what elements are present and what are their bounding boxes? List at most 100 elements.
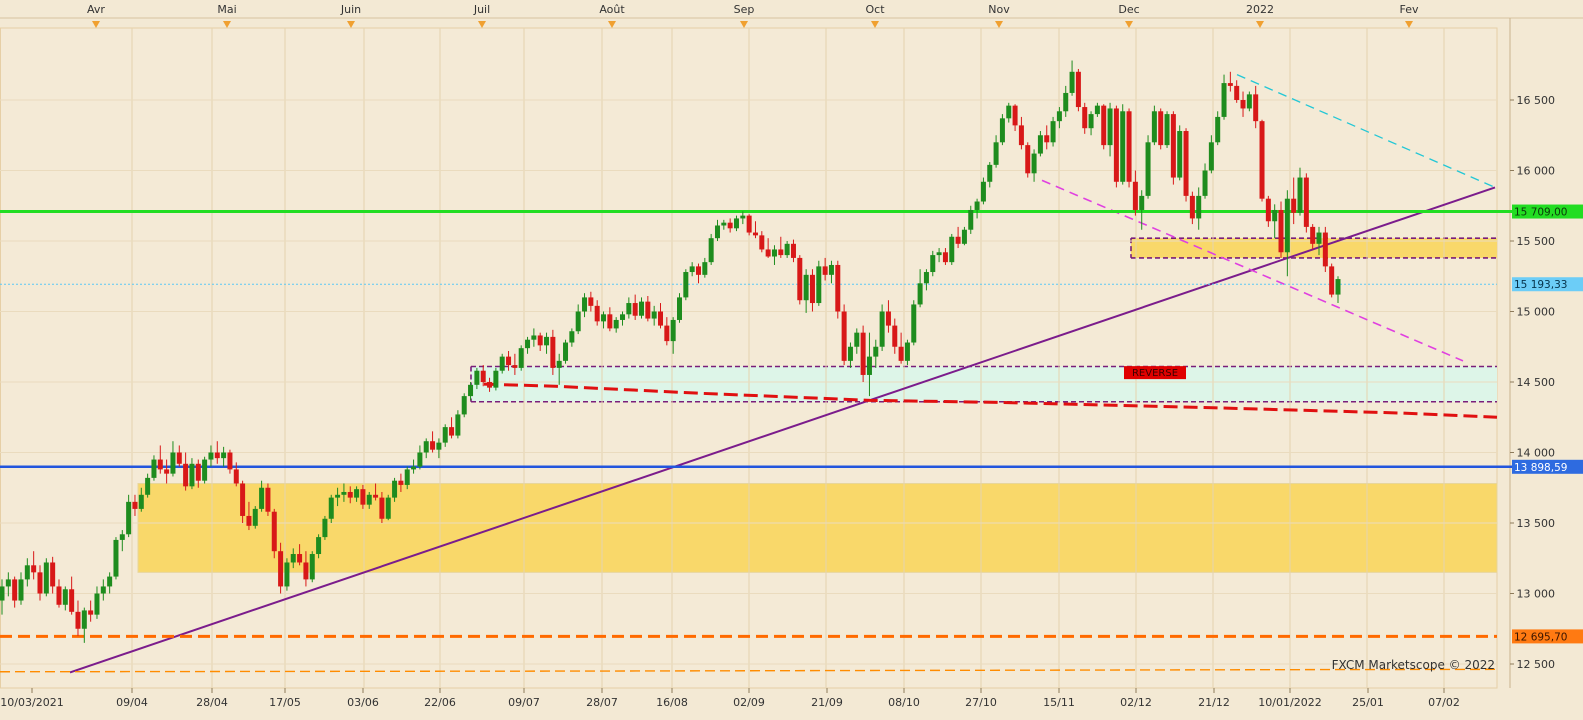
candle [575, 304, 581, 335]
candle-body [145, 477, 151, 495]
candle-body [316, 537, 322, 555]
candle [221, 446, 227, 467]
candle [132, 494, 138, 516]
candle [404, 466, 410, 490]
candle-body [955, 236, 961, 244]
candle [999, 114, 1005, 146]
candle [1037, 131, 1043, 157]
candle-body [721, 222, 727, 226]
candle-body [385, 497, 391, 519]
candle [252, 506, 258, 529]
candle [1278, 201, 1284, 258]
candle-body [233, 469, 239, 484]
month-label: Juil [473, 3, 490, 16]
candle [1094, 102, 1100, 117]
candle-body [689, 266, 695, 273]
candle [1139, 190, 1145, 230]
month-label: Nov [988, 3, 1010, 16]
candle-body [43, 562, 49, 594]
candle-body [588, 297, 594, 306]
candle-body [183, 463, 189, 487]
candle-body [1151, 111, 1157, 143]
candle-body [1037, 135, 1043, 154]
candle [601, 311, 607, 329]
candle [164, 459, 170, 484]
candle [398, 473, 404, 492]
candle-body [563, 342, 569, 361]
candle-body [423, 441, 429, 453]
candle [126, 494, 132, 538]
candle-body [436, 442, 442, 450]
candle [752, 221, 758, 239]
candle [1101, 104, 1107, 150]
candle-body [347, 491, 353, 498]
candle [1329, 263, 1335, 298]
candle-body [1145, 142, 1151, 196]
candle [1284, 190, 1290, 277]
candle-body [1265, 198, 1271, 222]
candle-body [771, 249, 777, 257]
candle [271, 508, 277, 559]
candle-body [1113, 108, 1119, 182]
candle-body [803, 274, 809, 301]
candle [1303, 173, 1309, 233]
candle [860, 325, 866, 382]
candle-body [1189, 195, 1195, 219]
candle [613, 317, 619, 333]
candle [493, 367, 499, 391]
candle [512, 353, 518, 375]
candle-body [607, 314, 613, 329]
candle-body [1025, 145, 1031, 174]
candle-body [790, 243, 796, 258]
candle-body [613, 319, 619, 329]
candle-body [1177, 131, 1183, 178]
x-tick-label: 03/06 [347, 696, 379, 709]
x-tick-label: 28/07 [586, 696, 618, 709]
candle-body [379, 497, 385, 519]
candle-body [904, 342, 910, 361]
candle-body [94, 593, 100, 615]
y-tick-label: 15 500 [1517, 235, 1556, 248]
month-marker-icon [995, 21, 1003, 28]
candle-body [1272, 209, 1278, 222]
candle-body [664, 325, 670, 342]
candle [594, 300, 600, 326]
candle [835, 260, 841, 319]
candle [379, 491, 385, 523]
candle-body [1303, 177, 1309, 227]
candle [1158, 108, 1164, 150]
candle-body [335, 494, 341, 498]
candle [917, 269, 923, 308]
candle-body [512, 365, 518, 368]
candle-body [822, 266, 828, 275]
candle-body [784, 243, 790, 256]
candle-body [37, 572, 43, 594]
candle-body [208, 452, 214, 460]
candle [1265, 195, 1271, 227]
candle-body [0, 586, 5, 601]
candle-body [1297, 177, 1303, 213]
x-tick-label: 02/12 [1120, 696, 1152, 709]
candle [316, 534, 322, 559]
candle [145, 473, 151, 498]
candle [569, 328, 575, 347]
candle [784, 241, 790, 258]
badge-box [1512, 277, 1583, 292]
candle [1044, 125, 1050, 150]
x-tick-label: 09/04 [116, 696, 148, 709]
candle-body [480, 370, 486, 382]
candle [670, 317, 676, 354]
candle-body [265, 487, 271, 512]
month-label: Oct [865, 3, 885, 16]
month-marker-icon [1405, 21, 1413, 28]
candle-body [398, 480, 404, 485]
y-tick-label: 16 000 [1517, 165, 1556, 178]
candle [265, 483, 271, 516]
candle [518, 345, 524, 371]
candle [1196, 187, 1202, 230]
candle-body [1227, 83, 1233, 86]
candle-body [221, 452, 227, 459]
candle [1082, 102, 1088, 134]
candle [322, 515, 328, 540]
y-tick-label: 14 000 [1517, 447, 1556, 460]
